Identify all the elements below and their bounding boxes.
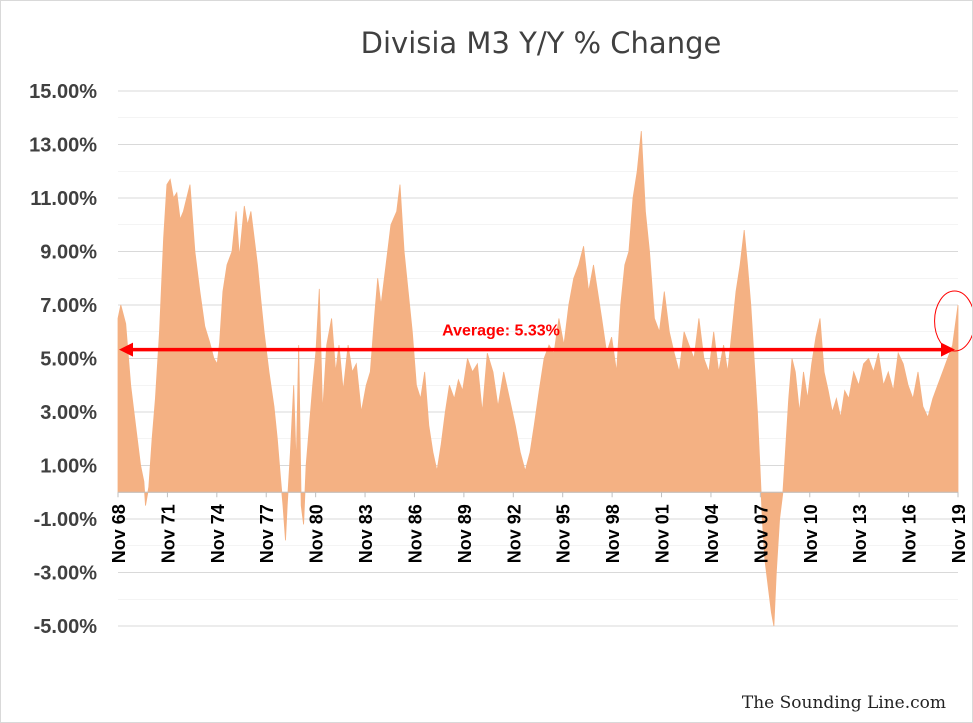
y-tick-label: 7.00% xyxy=(40,295,97,317)
x-tick-label: Nov 80 xyxy=(307,504,327,563)
credit-text: The Sounding Line.com xyxy=(742,693,946,713)
x-tick-label: Nov 04 xyxy=(702,504,722,563)
y-axis-ticks: 15.00% 13.00% 11.00% 9.00% 7.00% 5.00% 3.00% 1.… xyxy=(29,81,97,638)
average-label: Average: 5.33% xyxy=(442,323,560,340)
x-tick-label: Nov 68 xyxy=(109,504,129,563)
y-tick-label: -1.00% xyxy=(34,509,98,531)
x-tick-label: Nov 74 xyxy=(208,504,228,563)
x-tick-label: Nov 07 xyxy=(751,504,771,563)
y-tick-label: 9.00% xyxy=(40,242,97,264)
y-tick-label: -5.00% xyxy=(34,616,98,638)
x-tick-label: Nov 83 xyxy=(356,504,376,563)
y-tick-label: 5.00% xyxy=(40,349,97,371)
x-tick-label: Nov 13 xyxy=(850,504,870,563)
area-series xyxy=(117,131,959,627)
chart-title: Divisia M3 Y/Y % Change xyxy=(361,26,722,60)
y-tick-label: 1.00% xyxy=(40,456,97,478)
x-axis-ticks: Nov 68 Nov 71 Nov 74 Nov 77 Nov 80 Nov 83 Nov … xyxy=(109,492,969,563)
x-tick-label: Nov 98 xyxy=(603,504,623,563)
highlight-ellipse xyxy=(934,290,972,352)
y-tick-label: 11.00% xyxy=(30,188,97,210)
x-tick-label: Nov 19 xyxy=(949,504,969,563)
x-tick-label: Nov 86 xyxy=(405,504,425,563)
x-tick-label: Nov 01 xyxy=(653,504,673,563)
y-tick-label: -3.00% xyxy=(34,563,98,585)
average-annotation: Average: 5.33% xyxy=(119,290,972,357)
x-tick-label: Nov 10 xyxy=(801,504,821,563)
x-tick-label: Nov 92 xyxy=(504,504,524,563)
y-tick-label: 3.00% xyxy=(40,402,97,424)
arrowhead-left xyxy=(119,342,133,357)
x-tick-label: Nov 95 xyxy=(554,504,574,563)
x-tick-label: Nov 71 xyxy=(158,504,178,563)
area-series-path xyxy=(117,131,959,627)
x-tick-label: Nov 77 xyxy=(257,504,277,563)
y-tick-label: 15.00% xyxy=(29,81,97,103)
x-tick-label: Nov 16 xyxy=(900,504,920,563)
y-tick-label: 13.00% xyxy=(29,135,97,157)
x-tick-label: Nov 89 xyxy=(455,504,475,563)
